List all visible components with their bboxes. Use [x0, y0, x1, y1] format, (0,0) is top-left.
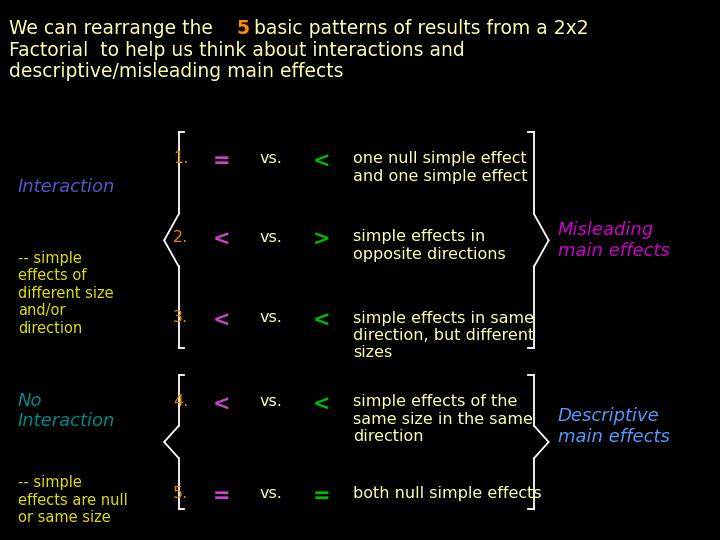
Text: <: <	[212, 230, 230, 249]
Text: 1.: 1.	[173, 151, 188, 166]
Text: <: <	[313, 151, 330, 171]
Text: both null simple effects: both null simple effects	[353, 486, 541, 501]
Text: =: =	[212, 151, 230, 171]
Text: We can rearrange the: We can rearrange the	[9, 19, 218, 38]
Text: vs.: vs.	[259, 486, 282, 501]
Text: -- simple
effects are null
or same size: -- simple effects are null or same size	[18, 475, 127, 525]
Text: simple effects of the
same size in the same
direction: simple effects of the same size in the s…	[353, 394, 533, 444]
Text: Descriptive
main effects: Descriptive main effects	[558, 407, 670, 446]
Text: >: >	[313, 230, 330, 249]
Text: 4.: 4.	[173, 394, 188, 409]
Text: <: <	[313, 310, 330, 330]
Text: Factorial  to help us think about interactions and: Factorial to help us think about interac…	[9, 40, 464, 59]
Text: descriptive/misleading main effects: descriptive/misleading main effects	[9, 62, 343, 81]
Text: basic patterns of results from a 2x2: basic patterns of results from a 2x2	[248, 19, 589, 38]
Text: <: <	[313, 394, 330, 414]
Text: vs.: vs.	[259, 394, 282, 409]
Text: 3.: 3.	[173, 310, 188, 326]
Text: simple effects in same
direction, but different
sizes: simple effects in same direction, but di…	[353, 310, 534, 360]
Text: 5.: 5.	[173, 486, 188, 501]
Text: =: =	[313, 486, 330, 506]
Text: <: <	[212, 310, 230, 330]
Text: No
Interaction: No Interaction	[18, 392, 115, 430]
Text: Misleading
main effects: Misleading main effects	[558, 221, 670, 260]
Text: 2.: 2.	[173, 230, 188, 245]
Text: Interaction: Interaction	[18, 178, 115, 196]
Text: one null simple effect
and one simple effect: one null simple effect and one simple ef…	[353, 151, 528, 184]
Text: vs.: vs.	[259, 310, 282, 326]
Text: vs.: vs.	[259, 230, 282, 245]
Text: 5: 5	[236, 19, 249, 38]
Text: vs.: vs.	[259, 151, 282, 166]
Text: <: <	[212, 394, 230, 414]
Text: =: =	[212, 486, 230, 506]
Text: -- simple
effects of
different size
and/or
direction: -- simple effects of different size and/…	[18, 251, 114, 336]
Text: simple effects in
opposite directions: simple effects in opposite directions	[353, 230, 505, 262]
